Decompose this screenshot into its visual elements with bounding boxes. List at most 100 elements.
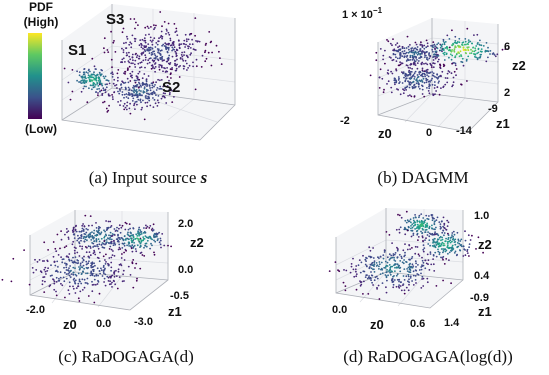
scatter-point [427, 75, 430, 78]
scatter-point [411, 280, 413, 282]
scatter-point [74, 229, 77, 232]
scatter-point [97, 92, 99, 94]
scatter-point [205, 42, 208, 45]
scatter-point [440, 239, 442, 242]
scatter-point [420, 55, 423, 58]
scatter-point [454, 35, 457, 38]
scatter-point [409, 70, 412, 73]
panel-a-clusters [63, 11, 223, 121]
scatter-point [130, 46, 133, 49]
scatter-point [398, 284, 400, 286]
scatter-point [139, 39, 142, 41]
scatter-point [138, 226, 141, 229]
scatter-point [60, 256, 62, 258]
scatter-point [410, 95, 413, 98]
scatter-point [43, 260, 45, 262]
scatter-point [407, 80, 409, 83]
scatter-point [412, 222, 415, 225]
scatter-point [462, 48, 465, 51]
scatter-point [139, 94, 142, 97]
scatter-point [153, 59, 156, 62]
scatter-point [442, 47, 445, 50]
scatter-point [365, 265, 368, 267]
scatter-point [120, 257, 123, 259]
scatter-point [146, 105, 149, 108]
scatter-point [464, 38, 467, 40]
scatter-point [428, 87, 431, 90]
scatter-point [386, 269, 388, 271]
scatter-point [166, 67, 169, 69]
scatter-point [169, 73, 172, 76]
scatter-point [138, 81, 140, 84]
scatter-point [375, 265, 378, 267]
scatter-point [119, 88, 121, 91]
scatter-point [385, 275, 388, 277]
scatter-point [411, 47, 414, 49]
scatter-point [387, 69, 389, 72]
scatter-point [404, 243, 406, 246]
scatter-point [127, 97, 130, 100]
scatter-point [355, 275, 358, 278]
scatter-point [125, 41, 127, 44]
scatter-point [431, 224, 433, 227]
scatter-point [345, 269, 348, 272]
scatter-point [398, 264, 400, 267]
scatter-point [65, 269, 68, 271]
scatter-point [409, 73, 411, 75]
scatter-point [450, 236, 453, 239]
scatter-point [410, 257, 413, 260]
scatter-point [167, 244, 169, 247]
scatter-point [399, 81, 401, 83]
scatter-point [421, 50, 424, 52]
scatter-point [390, 254, 393, 257]
scatter-point [156, 48, 159, 50]
scatter-point [404, 233, 407, 236]
scatter-point [72, 285, 74, 288]
scatter-point [92, 81, 95, 84]
scatter-point [92, 242, 95, 245]
scatter-point [157, 51, 159, 54]
scatter-point [415, 56, 418, 58]
scatter-point [392, 254, 395, 257]
scatter-point [144, 54, 147, 57]
panel-b-clusters [369, 27, 510, 98]
scatter-point [473, 50, 476, 53]
scatter-point [122, 273, 124, 276]
scatter-point [198, 40, 201, 43]
scatter-point [404, 219, 407, 222]
scatter-point [107, 220, 110, 223]
scatter-point [355, 265, 358, 267]
scatter-point [443, 222, 446, 225]
scatter-point [162, 92, 165, 94]
scatter-point [151, 244, 153, 247]
scatter-point [55, 250, 58, 253]
scatter-point [384, 62, 386, 65]
scatter-point [180, 43, 183, 45]
scatter-point [474, 47, 477, 50]
scatter-point [131, 250, 134, 253]
scatter-point [100, 267, 102, 270]
cluster-c-1 [52, 214, 153, 258]
scatter-point [411, 263, 414, 266]
scatter-point [52, 279, 55, 281]
scatter-point [85, 266, 88, 269]
scatter-point [112, 41, 115, 44]
scatter-point [95, 245, 97, 248]
scatter-point [390, 57, 392, 59]
scatter-point [71, 261, 74, 264]
scatter-point [172, 44, 175, 46]
scatter-point [408, 265, 411, 268]
scatter-point [53, 280, 56, 283]
scatter-point [461, 44, 464, 46]
scatter-point [396, 278, 399, 281]
scatter-point [132, 286, 135, 289]
scatter-point [417, 60, 420, 62]
scatter-point [401, 82, 404, 84]
scatter-point [102, 87, 105, 90]
scatter-point [357, 264, 360, 267]
scatter-point [399, 61, 401, 64]
scatter-point [110, 72, 112, 75]
scatter-point [76, 251, 79, 254]
scatter-point [390, 279, 393, 282]
scatter-point [161, 25, 163, 28]
